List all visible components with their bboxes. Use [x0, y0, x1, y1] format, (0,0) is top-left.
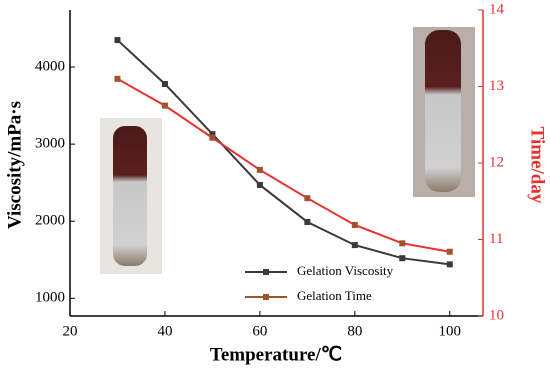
y-axis-title: Viscosity/mPa·s [4, 101, 25, 229]
y-tick-label: 1000 [35, 290, 65, 306]
point [161, 80, 168, 87]
y2-tick-label: 12 [489, 154, 504, 170]
point [256, 166, 263, 173]
photo-right [413, 27, 475, 197]
legend-label: Gelation Time [297, 288, 372, 303]
legend-marker [263, 269, 269, 275]
series-line [116, 77, 450, 253]
point [304, 195, 311, 202]
y2-tick-label: 10 [489, 307, 504, 323]
photo-left [100, 118, 162, 274]
point [114, 37, 121, 44]
y-tick-label: 3000 [35, 136, 65, 152]
point [399, 240, 406, 247]
point [209, 131, 216, 138]
y2-axis-title: Time/day [527, 127, 548, 204]
y2-tick-label: 11 [489, 231, 503, 247]
point [256, 181, 263, 188]
x-tick-label: 80 [347, 323, 362, 339]
x-tick-label: 20 [63, 323, 78, 339]
point [114, 75, 121, 82]
y-tick-label: 2000 [35, 213, 65, 229]
x-tick-label: 40 [157, 323, 172, 339]
series-line [116, 39, 450, 266]
x-axis-title: Temperature/℃ [210, 344, 342, 365]
point [304, 218, 311, 225]
point [161, 102, 168, 109]
x-tick-label: 100 [439, 323, 462, 339]
point [399, 255, 406, 262]
point [351, 242, 358, 249]
legend-label: Gelation Viscosity [297, 263, 394, 278]
y2-tick-label: 14 [489, 1, 505, 17]
point [351, 221, 358, 228]
legend-marker [263, 294, 269, 300]
y-tick-label: 4000 [35, 58, 65, 74]
y2-tick-label: 13 [489, 78, 504, 94]
point [446, 261, 453, 268]
point [209, 134, 216, 141]
x-tick-label: 60 [252, 323, 267, 339]
point [446, 248, 453, 255]
